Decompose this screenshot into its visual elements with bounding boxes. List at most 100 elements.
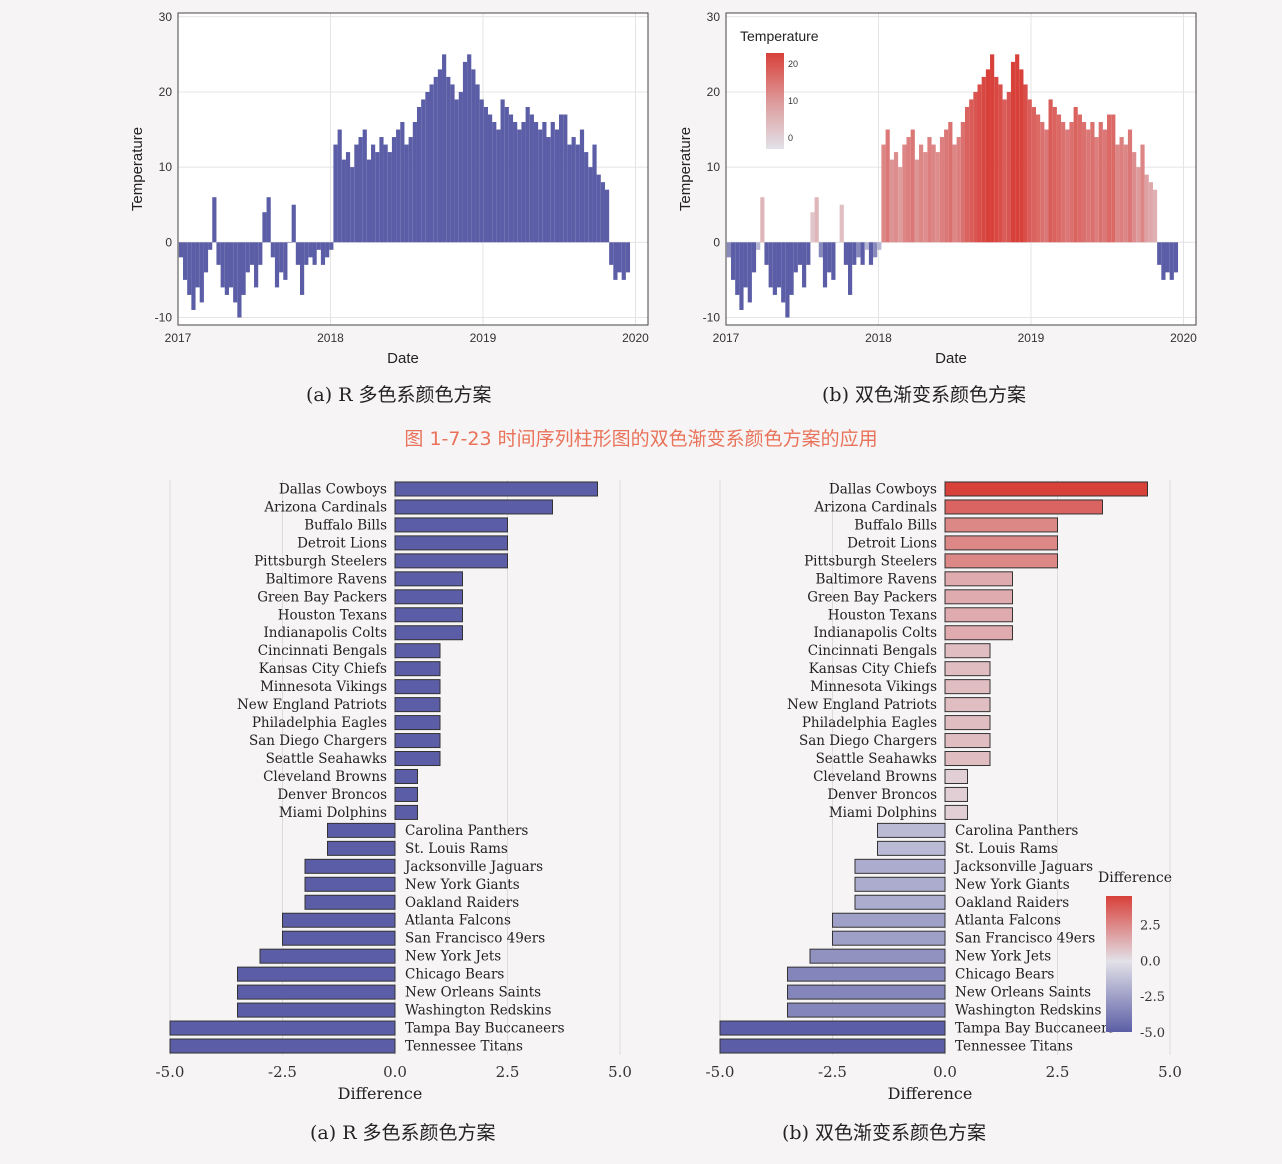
temperature-bar [350, 167, 355, 243]
temperature-bar [203, 242, 209, 273]
temperature-bar [793, 242, 798, 273]
difference-bar [944, 553, 1058, 569]
temperature-bar [425, 91, 430, 243]
team-label: Houston Texans [278, 607, 387, 623]
difference-bar [944, 715, 991, 731]
temperature-bar [1077, 114, 1082, 243]
temperature-bar [739, 242, 744, 310]
temperature-bar [550, 122, 555, 243]
y-tick-label: 20 [159, 85, 173, 99]
legend-tick-label: -2.5 [1140, 990, 1165, 1005]
temperature-bar [533, 122, 539, 243]
diverging-bar-chart-single-color: -5.0 -2.5 0.0 2.5 5.0 Dallas Cowboys Arizona C… [156, 480, 632, 1103]
temperature-bar [998, 84, 1003, 243]
temperature-bar [1031, 106, 1037, 243]
temperature-bar [797, 242, 803, 265]
temperature-bar [416, 106, 422, 243]
temperature-bar [212, 197, 217, 243]
team-label: Baltimore Ravens [266, 571, 388, 587]
difference-bar [944, 607, 1013, 623]
temperature-bar [960, 122, 965, 243]
difference-bar [394, 804, 418, 820]
temperature-bar [546, 137, 551, 243]
temperature-bar [1090, 122, 1095, 243]
temperature-bar [919, 144, 924, 243]
team-label: Carolina Panthers [955, 823, 1078, 839]
team-label: Atlanta Falcons [404, 913, 511, 929]
difference-bar [809, 948, 946, 964]
difference-bar [944, 786, 968, 802]
legend-tick-label: 0 [788, 133, 793, 143]
temperature-bar [885, 129, 890, 243]
difference-bar [787, 1002, 946, 1018]
difference-bar [787, 966, 946, 982]
team-label: New York Jets [405, 949, 501, 965]
temperature-bar [1102, 129, 1108, 243]
temperature-bar [898, 167, 903, 243]
x-axis-title: Date [387, 350, 419, 367]
temperature-bar [1161, 242, 1166, 280]
team-label: San Diego Chargers [249, 733, 387, 749]
y-tick-label: 30 [159, 10, 173, 24]
temperature-bar [584, 152, 589, 243]
temperature-bar [751, 242, 757, 273]
temperature-bar [1006, 91, 1011, 243]
temperature-bar [412, 122, 417, 243]
temperature-bar [358, 137, 363, 243]
team-label: New England Patriots [237, 697, 387, 713]
difference-bar [327, 840, 396, 856]
temperature-bar [354, 144, 359, 243]
team-label: New Orleans Saints [405, 985, 541, 1001]
temperature-bar [1094, 137, 1099, 243]
team-label: Indianapolis Colts [263, 625, 387, 641]
temperature-bar [1073, 106, 1078, 243]
temperature-bar [316, 242, 321, 250]
temperature-bar [345, 152, 351, 243]
temperature-bar [517, 129, 522, 243]
difference-bar [944, 679, 991, 695]
team-label: Jacksonville Jaguars [403, 859, 543, 875]
team-label: Seattle Seahawks [266, 751, 387, 767]
team-label: Kansas City Chiefs [809, 661, 937, 677]
temperature-bar [404, 144, 409, 243]
team-label: Cincinnati Bengals [258, 643, 387, 659]
temperature-bar [1115, 144, 1120, 243]
temperature-bar [283, 242, 288, 280]
temperature-bar [768, 242, 773, 288]
timeseries-chart-gradient-color: -10 0 10 20 30 2017 2018 2019 2020 Date Temperatur… [677, 10, 1197, 367]
temperature-bar [1010, 61, 1016, 243]
team-label: Denver Broncos [827, 787, 937, 803]
temperature-bar [554, 129, 560, 243]
difference-bar [394, 768, 418, 784]
team-label: Tennessee Titans [955, 1039, 1073, 1055]
temperature-bar [956, 137, 961, 243]
temperature-bar [1169, 242, 1174, 280]
difference-bar [944, 571, 1013, 587]
temperature-bar [304, 242, 309, 265]
temperature-bar [973, 91, 978, 243]
team-label: Miami Dolphins [279, 805, 387, 821]
temperature-bar [1052, 106, 1057, 243]
temperature-bar [931, 144, 936, 243]
temperature-bar [1140, 144, 1145, 243]
team-label: San Francisco 49ers [955, 931, 1095, 947]
temperature-bar [371, 144, 376, 243]
temperature-bar [731, 242, 736, 280]
temperature-bar [400, 122, 405, 243]
temperature-bar [325, 242, 330, 258]
team-label: Atlanta Falcons [954, 913, 1061, 929]
caption-bar-b: (b) 双色渐变系颜色方案 [782, 1122, 987, 1144]
temperature-bar [760, 197, 765, 243]
difference-bar [944, 661, 991, 677]
temperature-bar [279, 242, 284, 273]
legend-tick-label: 20 [788, 59, 798, 69]
team-label: New York Giants [955, 877, 1070, 893]
y-tick-label: -10 [703, 310, 721, 324]
temperature-bar [789, 242, 794, 295]
temperature-bar [847, 242, 853, 295]
difference-bar [394, 553, 508, 569]
timeseries-chart-single-color: -10 0 10 20 30 2017 2018 2019 2020 Date Temperatur… [129, 10, 649, 367]
difference-bar [394, 715, 441, 731]
team-label: Cincinnati Bengals [808, 643, 937, 659]
temperature-bar [964, 106, 970, 243]
